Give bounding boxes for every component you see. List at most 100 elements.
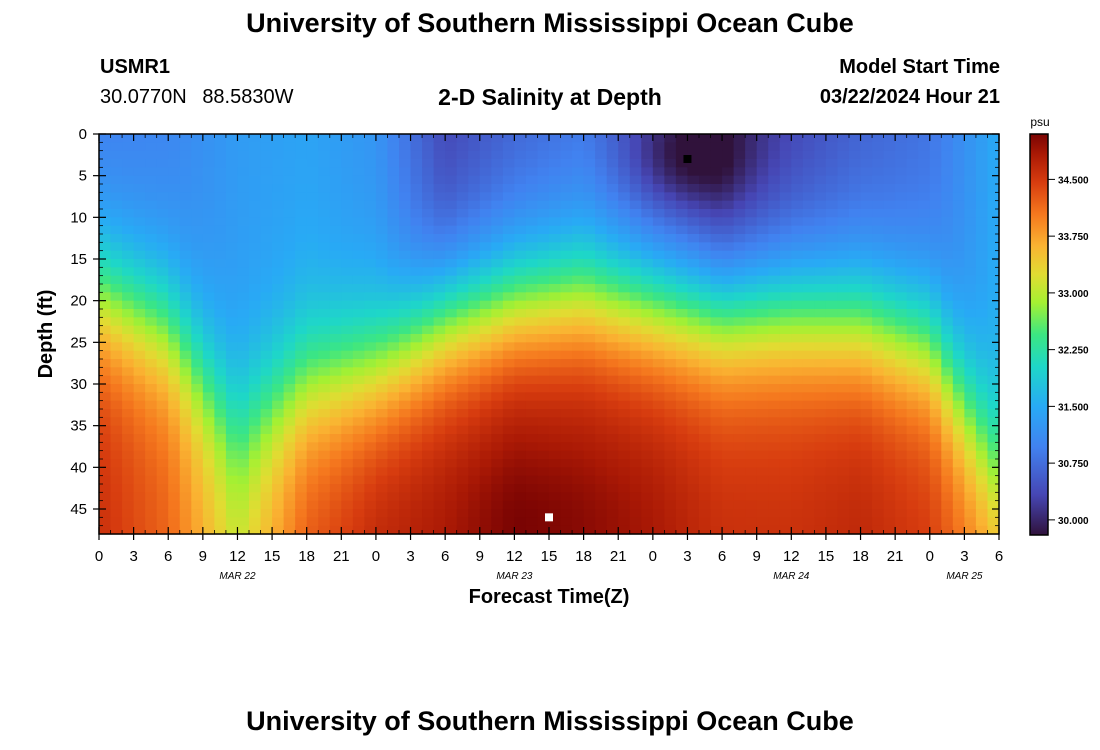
heatmap-cell [352,467,365,477]
heatmap-cell [733,425,746,435]
heatmap-cell [514,167,527,177]
heatmap-cell [295,525,308,535]
heatmap-cell [122,375,135,385]
heatmap-cell [306,292,319,302]
y-axis-label: Depth (ft) [35,290,57,379]
heatmap-cell [964,492,977,502]
heatmap-cell [791,167,804,177]
heatmap-cell [906,400,919,410]
max-salinity-marker [545,513,553,522]
heatmap-cell [410,167,423,177]
heatmap-cell [341,200,354,210]
heatmap-cell [906,350,919,360]
heatmap-cell [433,309,446,318]
heatmap-cell [329,317,342,327]
heatmap-cell [687,467,700,477]
heatmap-cell [779,334,792,343]
heatmap-cell [525,325,539,335]
heatmap-cell [618,500,631,510]
heatmap-cell [779,150,792,160]
heatmap-cell [122,359,135,368]
heatmap-cell [214,392,227,402]
heatmap-cell [525,192,539,202]
heatmap-cell [133,159,146,168]
heatmap-cell [249,175,262,185]
heatmap-cell [583,484,596,493]
heatmap-cell [895,375,908,385]
heatmap-cell [629,450,642,460]
heatmap-cell [525,525,539,535]
heatmap-cell [606,134,619,143]
heatmap-cell [929,442,942,452]
heatmap-cell [433,442,446,452]
heatmap-cell [214,225,227,235]
heatmap-cell [687,450,700,460]
heatmap-cell [156,434,169,443]
heatmap-cell [410,400,423,410]
heatmap-cell [929,250,942,260]
heatmap-cell [272,450,285,460]
heatmap-cell [352,484,365,493]
heatmap-cell [802,209,815,218]
heatmap-cell [802,225,815,235]
heatmap-cell [549,434,562,443]
heatmap-cell [387,209,400,218]
heatmap-cell [652,325,665,335]
heatmap-cell [237,459,250,468]
heatmap-cell [572,209,585,218]
heatmap-cell [641,467,654,477]
heatmap-cell [145,242,158,252]
heatmap-cell [179,259,192,268]
heatmap-cell [225,417,239,427]
heatmap-cell [814,200,827,210]
heatmap-cell [768,267,781,277]
heatmap-cell [560,167,573,177]
heatmap-cell [595,200,608,210]
heatmap-cell [837,284,850,293]
heatmap-cell [549,409,562,418]
heatmap-cell [122,284,135,293]
heatmap-cell [641,450,654,460]
heatmap-cell [918,409,931,418]
heatmap-cell [606,159,619,168]
heatmap-cell [745,234,758,243]
heatmap-cell [410,409,423,418]
heatmap-cell [918,392,931,402]
heatmap-cell [791,275,804,285]
heatmap-cell [872,250,885,260]
heatmap-cell [629,342,642,352]
heatmap-cell [202,342,215,352]
heatmap-cell [675,142,689,152]
heatmap-cell [987,409,1000,418]
heatmap-cell [433,292,446,302]
heatmap-cell [687,384,700,393]
heatmap-cell [975,242,989,252]
heatmap-cell [825,409,839,418]
heatmap-cell [456,167,469,177]
heatmap-cell [133,525,146,535]
heatmap-cell [756,442,769,452]
heatmap-cell [387,184,400,193]
heatmap-cell [168,134,181,143]
heatmap-cell [456,200,469,210]
heatmap-cell [122,350,135,360]
heatmap-cell [583,267,596,277]
heatmap-cell [375,350,389,360]
heatmap-cell [560,300,573,310]
heatmap-cell [975,434,989,443]
heatmap-cell [629,159,642,168]
heatmap-cell [987,425,1000,435]
heatmap-cell [606,192,619,202]
heatmap-cell [272,267,285,277]
heatmap-cell [225,342,239,352]
heatmap-cell [664,409,677,418]
heatmap-cell [99,217,112,227]
heatmap-cell [987,309,1000,318]
heatmap-cell [502,517,515,527]
heatmap-cell [952,417,965,427]
heatmap-cell [837,267,850,277]
heatmap-cell [387,334,400,343]
heatmap-cell [225,167,239,177]
heatmap-cell [318,192,331,202]
heatmap-cell [975,350,989,360]
